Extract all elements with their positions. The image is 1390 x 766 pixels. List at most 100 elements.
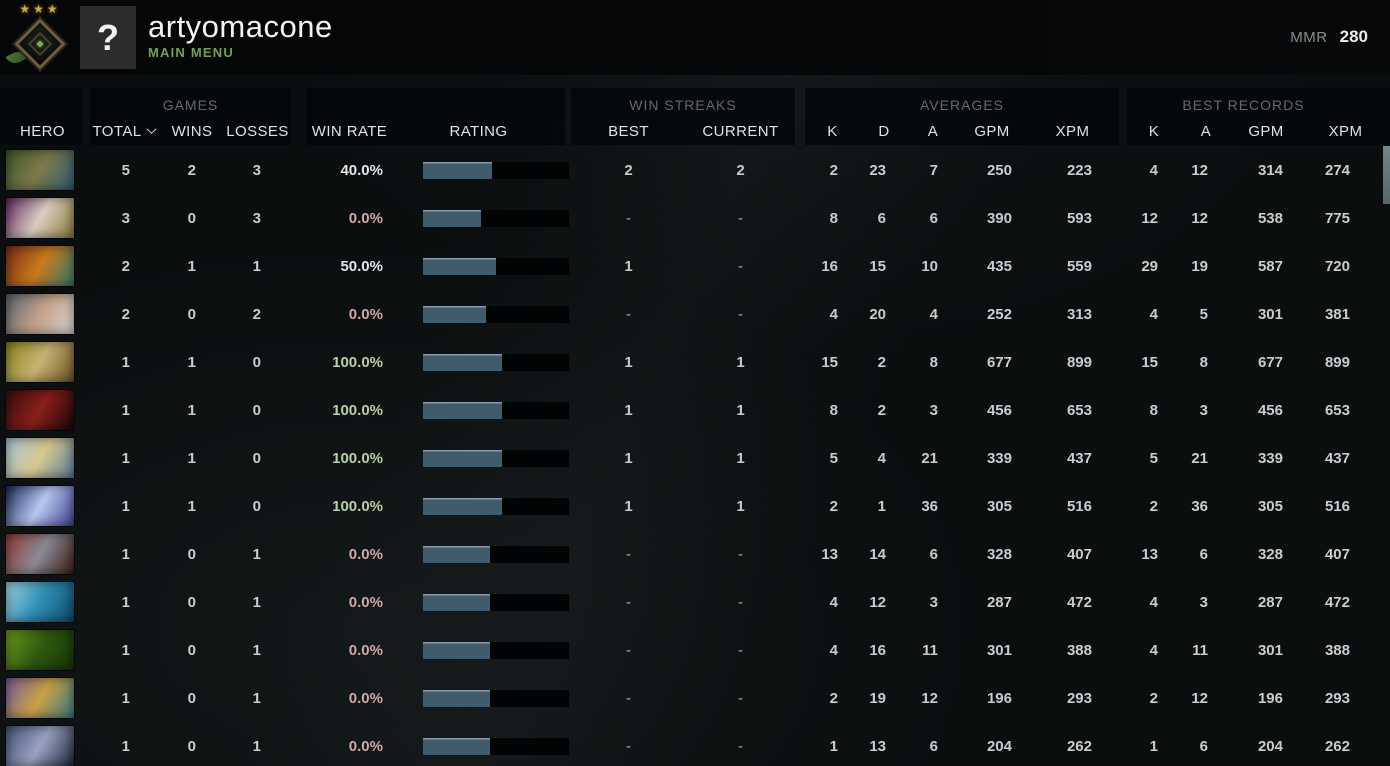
hero-row: 1 1 0 100.0% 1 1 2 1 36 305 516 2 36 305…	[0, 482, 1390, 530]
rating-bar-fill	[423, 449, 502, 467]
win-rate-value: 0.0%	[348, 545, 383, 563]
column-record-kills[interactable]: K	[1148, 123, 1160, 140]
wins-value: 2	[187, 161, 196, 179]
avg-deaths-value: 12	[869, 593, 886, 611]
hero-portrait[interactable]	[6, 630, 74, 670]
record-assists-value: 6	[1199, 737, 1208, 755]
rating-bar-fill	[423, 257, 496, 275]
scrollbar-thumb[interactable]	[1383, 146, 1390, 204]
column-record-assists[interactable]: A	[1200, 123, 1212, 140]
column-rating[interactable]: RATING	[449, 123, 508, 140]
avg-gpm-value: 204	[986, 737, 1012, 755]
group-label-best-records: BEST RECORDS	[1182, 97, 1305, 113]
avg-gpm-value: 456	[986, 401, 1012, 419]
rating-bar-fill	[423, 737, 490, 755]
rating-bar-fill	[423, 497, 502, 515]
current-streak-value: -	[738, 209, 743, 227]
hero-portrait[interactable]	[6, 246, 74, 286]
hero-portrait[interactable]	[6, 582, 74, 622]
record-kills-value: 4	[1149, 641, 1158, 659]
record-assists-value: 8	[1199, 353, 1208, 371]
hero-portrait[interactable]	[6, 294, 74, 334]
win-rate-value: 0.0%	[348, 593, 383, 611]
wins-value: 0	[187, 737, 196, 755]
avg-gpm-value: 301	[986, 641, 1012, 659]
avg-deaths-value: 19	[869, 689, 886, 707]
best-streak-value: 1	[624, 449, 633, 467]
avg-assists-value: 3	[929, 401, 938, 419]
win-rate-value: 0.0%	[348, 305, 383, 323]
hero-portrait[interactable]	[6, 534, 74, 574]
column-avg-deaths[interactable]: D	[878, 123, 890, 140]
column-avg-xpm[interactable]: XPM	[1055, 123, 1090, 140]
losses-value: 1	[252, 593, 261, 611]
avg-xpm-value: 388	[1066, 641, 1092, 659]
best-streak-value: -	[626, 737, 631, 755]
column-avg-kills[interactable]: K	[827, 123, 838, 140]
rating-bar	[423, 689, 569, 707]
column-avg-gpm[interactable]: GPM	[974, 123, 1010, 140]
record-xpm-value: 899	[1324, 353, 1350, 371]
hero-row: 1 0 1 0.0% - - 1 13 6 204 262 1 6 204 26…	[0, 722, 1390, 766]
wins-value: 1	[187, 449, 196, 467]
wins-value: 0	[187, 305, 196, 323]
avg-kills-value: 13	[821, 545, 838, 563]
losses-value: 1	[252, 737, 261, 755]
rating-bar	[423, 641, 569, 659]
record-kills-value: 1	[1149, 737, 1158, 755]
avg-xpm-value: 313	[1066, 305, 1092, 323]
best-streak-value: -	[626, 593, 631, 611]
hero-portrait[interactable]	[6, 726, 74, 766]
avg-gpm-value: 339	[986, 449, 1012, 467]
total-games-value: 2	[121, 257, 130, 275]
rating-bar	[423, 497, 569, 515]
hero-portrait[interactable]	[6, 150, 74, 190]
rating-bar-fill	[423, 689, 490, 707]
win-rate-value: 0.0%	[348, 689, 383, 707]
avg-gpm-value: 328	[986, 545, 1012, 563]
record-kills-value: 4	[1149, 161, 1158, 179]
hero-portrait[interactable]	[6, 342, 74, 382]
hero-portrait[interactable]	[6, 198, 74, 238]
column-best-streak[interactable]: BEST	[608, 123, 649, 140]
hero-portrait[interactable]	[6, 438, 74, 478]
column-avg-assists[interactable]: A	[927, 123, 939, 140]
hero-portrait[interactable]	[6, 678, 74, 718]
total-games-value: 1	[121, 497, 130, 515]
column-hero[interactable]: HERO	[20, 123, 65, 140]
record-gpm-value: 587	[1257, 257, 1283, 275]
total-games-value: 1	[121, 689, 130, 707]
avg-assists-value: 6	[929, 737, 938, 755]
hero-portrait[interactable]	[6, 486, 74, 526]
best-streak-value: 1	[624, 353, 633, 371]
total-games-value: 1	[121, 401, 130, 419]
best-streak-value: -	[626, 689, 631, 707]
main-menu-link[interactable]: MAIN MENU	[148, 45, 234, 61]
hero-row: 1 0 1 0.0% - - 2 19 12 196 293 2 12 196 …	[0, 674, 1390, 722]
hero-row: 1 0 1 0.0% - - 13 14 6 328 407 13 6 328 …	[0, 530, 1390, 578]
hero-portrait[interactable]	[6, 390, 74, 430]
win-rate-value: 0.0%	[348, 737, 383, 755]
wins-value: 1	[187, 497, 196, 515]
column-win-rate[interactable]: WIN RATE	[311, 123, 388, 140]
avg-gpm-value: 390	[986, 209, 1012, 227]
avg-gpm-value: 677	[986, 353, 1012, 371]
avg-assists-value: 3	[929, 593, 938, 611]
column-record-xpm[interactable]: XPM	[1328, 123, 1363, 140]
column-total[interactable]: TOTAL	[88, 124, 160, 139]
group-label-win-streaks: WIN STREAKS	[629, 97, 737, 113]
column-record-gpm[interactable]: GPM	[1248, 123, 1284, 140]
avg-deaths-value: 20	[869, 305, 886, 323]
losses-value: 0	[252, 449, 261, 467]
losses-value: 1	[252, 545, 261, 563]
rating-bar-fill	[423, 593, 490, 611]
record-xpm-value: 274	[1324, 161, 1350, 179]
avg-kills-value: 4	[829, 641, 838, 659]
avg-xpm-value: 559	[1066, 257, 1092, 275]
column-current-streak[interactable]: CURRENT	[702, 123, 779, 140]
column-losses[interactable]: LOSSES	[226, 123, 289, 140]
losses-value: 0	[252, 353, 261, 371]
column-wins[interactable]: WINS	[171, 123, 213, 140]
avatar[interactable]: ?	[80, 6, 136, 69]
total-games-value: 3	[121, 209, 130, 227]
